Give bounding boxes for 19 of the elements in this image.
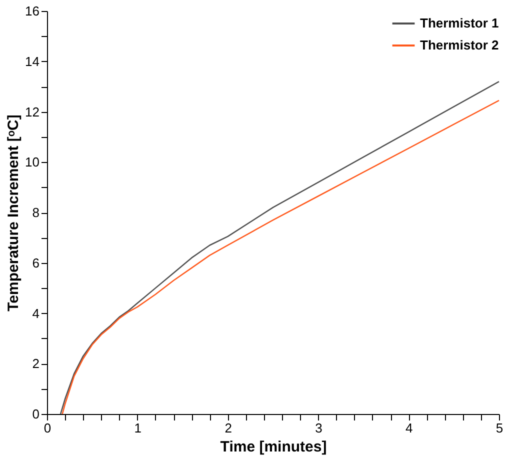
legend-label: Thermistor 2	[420, 38, 499, 52]
x-tick-label: 0	[44, 420, 52, 436]
y-axis-title: Temperature Increment [ᵒC]	[5, 114, 22, 312]
y-tick-label: 6	[32, 255, 40, 270]
y-tick-label: 0	[32, 406, 40, 422]
y-tick-label: 16	[25, 4, 40, 18]
x-tick-label: 5	[496, 420, 504, 436]
y-tick-label: 10	[25, 154, 40, 170]
legend-label: Thermistor 1	[420, 16, 499, 30]
x-tick-label: 1	[134, 420, 142, 436]
y-tick-label: 2	[32, 356, 40, 372]
x-tick-label: 4	[405, 420, 413, 436]
y-tick-label: 12	[25, 104, 40, 120]
x-tick-label: 2	[224, 420, 232, 436]
y-tick-label: 8	[32, 205, 40, 220]
y-tick-label: 14	[25, 54, 40, 69]
y-tick-label: 4	[32, 306, 40, 321]
x-tick-label: 3	[315, 420, 322, 436]
x-axis-title: Time [minutes]	[220, 438, 327, 456]
